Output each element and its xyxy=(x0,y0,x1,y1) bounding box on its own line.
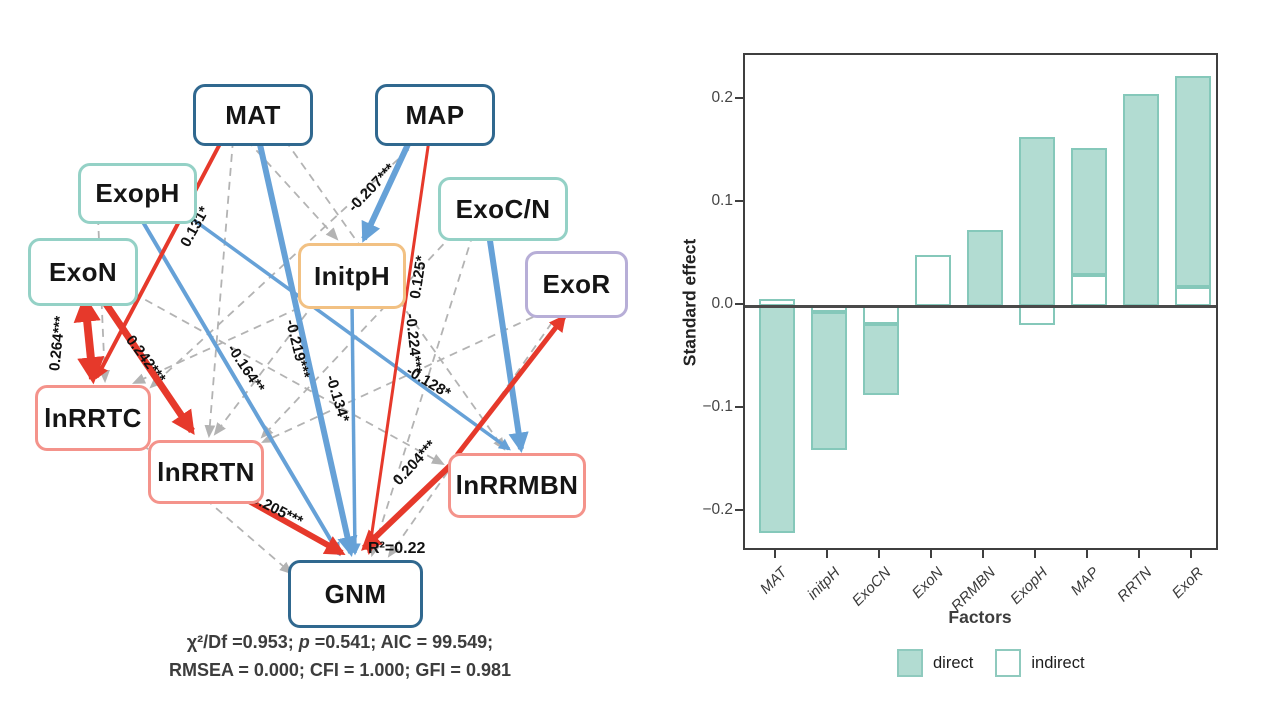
node-map: MAP xyxy=(375,84,495,146)
x-tick-mark-ExoN xyxy=(930,550,932,558)
path-ExopH-GNM xyxy=(138,215,341,557)
x-tick-mark-RRTN xyxy=(1138,550,1140,558)
node-lnrrmbn: lnRRMBN xyxy=(448,453,586,518)
x-category-label-ExoN: ExoN xyxy=(909,564,948,602)
y-tick-mark xyxy=(735,97,743,99)
path-ExoCN-lnRRMBN xyxy=(486,233,529,454)
x-tick-mark-initpH xyxy=(826,550,828,558)
path-ExoN-lnRRMBN-ns xyxy=(132,292,445,466)
bar-ExopH-direct xyxy=(1019,137,1055,306)
path-MAP-InitpH xyxy=(361,138,413,243)
y-tick-label-0.0: 0.0 xyxy=(711,295,733,312)
y-tick-mark xyxy=(735,303,743,305)
y-tick-mark xyxy=(735,406,743,408)
path-lnRRTN-GNM xyxy=(240,494,346,556)
legend-label-indirect: indirect xyxy=(1031,653,1085,672)
path-ExoR-GNM-ns xyxy=(387,310,561,558)
sem-paths-svg: 0.131* 0.264*** 0.242*** 0.205*** 0.204*… xyxy=(46,138,567,575)
bar-ExoCN-direct xyxy=(863,323,899,395)
coef-ExoCN-lnRRMBN: -0.224*** xyxy=(402,313,425,375)
x-category-label-ExoR: ExoR xyxy=(1169,564,1208,602)
fit-stats-line1: χ²/Df =0.953; p =0.541; AIC = 99.549; xyxy=(186,632,494,652)
path-ExoCN-lnRRTN-ns xyxy=(260,233,454,439)
path-ExoN-lnRRTN xyxy=(99,296,195,435)
x-axis-title: Factors xyxy=(948,607,1012,627)
bar-RRTN-direct xyxy=(1123,93,1159,306)
sem-diagram: 0.131* 0.264*** 0.242*** 0.205*** 0.204*… xyxy=(28,84,628,684)
x-tick-mark-RRMBN xyxy=(982,550,984,558)
bar-initpH-direct xyxy=(811,312,847,451)
path-InitpH-lnRRTC-ns xyxy=(132,301,313,384)
path-MAT-lnRRTC xyxy=(95,139,224,380)
bar-ExoR-indirect xyxy=(1175,287,1211,306)
path-InitpH-GNM xyxy=(348,301,361,556)
x-tick-mark-MAT xyxy=(774,550,776,558)
node-mat: MAT xyxy=(193,84,313,146)
x-category-label-MAP: MAP xyxy=(1068,564,1104,600)
legend-label-direct: direct xyxy=(933,653,974,672)
coef-InitpH-GNM: -0.134* xyxy=(322,373,352,424)
bar-ExoCN-indirect xyxy=(863,306,899,324)
path-ExopH-lnRRMBN xyxy=(185,213,511,451)
bar-MAP-indirect xyxy=(1071,275,1107,306)
node-initph: InitpH xyxy=(298,243,406,309)
zero-line xyxy=(745,305,1216,308)
node-exor: ExoR xyxy=(525,251,628,318)
node-gnm: GNM xyxy=(288,560,423,628)
x-category-label-RRTN: RRTN xyxy=(1113,564,1156,606)
legend-swatch-indirect xyxy=(995,649,1022,677)
path-ExoN-lnRRTC xyxy=(73,294,105,385)
x-tick-mark-ExoCN xyxy=(878,550,880,558)
y-tick-label-0.1: 0.1 xyxy=(711,192,733,209)
bar-MAP-direct xyxy=(1071,148,1107,276)
bar-ExoR-direct xyxy=(1175,76,1211,288)
bar-plot-area xyxy=(743,53,1218,550)
y-tick-mark xyxy=(735,200,743,202)
bar-RRMBN-direct xyxy=(967,229,1003,306)
node-lnrrtn: lnRRTN xyxy=(148,440,264,504)
x-tick-mark-ExopH xyxy=(1034,550,1036,558)
path-ExoR-lnRRTN-ns xyxy=(261,310,547,443)
node-lnrrtc: lnRRTC xyxy=(35,385,151,451)
x-category-label-initpH: initpH xyxy=(803,564,844,604)
y-tick-label-−0.1: −0.1 xyxy=(702,398,733,415)
fit-statistics: χ²/Df =0.953; p =0.541; AIC = 99.549; RM… xyxy=(110,628,570,684)
x-category-label-MAT: MAT xyxy=(757,564,792,598)
node-exoph: ExopH xyxy=(78,163,197,224)
path-ExoCN-GNM-ns xyxy=(370,233,474,558)
path-lnRRMBN-GNM xyxy=(361,461,455,551)
path-MAT-GNM xyxy=(256,139,358,557)
node-exocn: ExoC/N xyxy=(438,177,568,241)
path-MAT-lnRRTN-ns xyxy=(204,139,234,439)
x-category-label-ExopH: ExopH xyxy=(1007,564,1052,608)
path-MAP-GNM xyxy=(365,139,431,556)
y-tick-mark xyxy=(735,509,743,511)
legend-swatch-direct xyxy=(897,649,923,677)
y-tick-label-0.2: 0.2 xyxy=(711,89,733,106)
coef-ExoN-lnRRTC: 0.264*** xyxy=(46,315,69,372)
bar-MAT-indirect xyxy=(759,298,795,306)
coef-MAP-GNM: 0.125* xyxy=(407,254,431,300)
fit-stats-line2: RMSEA = 0.000; CFI = 1.000; GFI = 0.981 xyxy=(169,660,511,680)
chart-legend: direct indirect xyxy=(897,649,1107,677)
x-tick-mark-MAP xyxy=(1086,550,1088,558)
x-category-label-ExoCN: ExoCN xyxy=(849,564,896,610)
bar-ExopH-indirect xyxy=(1019,306,1055,325)
path-lnRRMBN-ExoR xyxy=(455,314,567,457)
node-exon: ExoN xyxy=(28,238,138,306)
r-squared-label: R²=0.22 xyxy=(368,540,426,557)
bar-ExoN-indirect xyxy=(915,254,951,306)
x-tick-mark-ExoR xyxy=(1190,550,1192,558)
y-tick-label-−0.2: −0.2 xyxy=(702,501,733,518)
bar-MAT-direct xyxy=(759,306,795,533)
